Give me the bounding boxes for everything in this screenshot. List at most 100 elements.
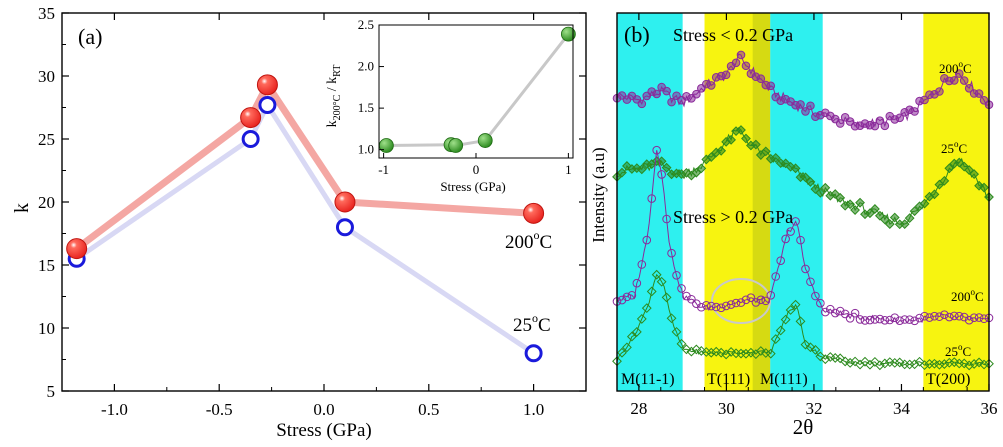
trace-marker: [801, 264, 810, 274]
trace-marker: [964, 165, 975, 175]
trace-marker: [949, 357, 960, 368]
trace-marker: [736, 50, 746, 60]
trace-marker: [959, 161, 970, 172]
trace-marker: [751, 298, 761, 307]
panel-a-ylabel: k: [11, 203, 33, 213]
trace-marker: [622, 292, 632, 302]
trace-marker: [781, 234, 790, 244]
trace-marker: [706, 347, 717, 358]
trace-marker: [651, 269, 662, 280]
trace-marker: [796, 235, 805, 245]
trace-marker: [667, 97, 676, 107]
panel-a-markers: [66, 74, 545, 363]
inset-series-line: [386, 33, 570, 148]
trace-marker: [736, 298, 746, 307]
trace-marker: [741, 61, 751, 71]
trace-marker: [642, 235, 652, 245]
trace-marker: [761, 296, 771, 306]
trace-marker: [790, 163, 801, 174]
trace-marker: [805, 342, 816, 353]
trace-marker: [756, 74, 766, 84]
trace-marker: [875, 314, 885, 324]
trace-marker: [766, 290, 776, 300]
panel-b-label: (b): [624, 22, 650, 47]
trace-marker: [890, 313, 900, 322]
trace-marker: [939, 359, 950, 369]
trace-marker: [949, 311, 959, 321]
trace-marker: [815, 351, 826, 362]
trace-marker: [681, 344, 692, 355]
trace-marker: [631, 327, 642, 337]
trace-marker: [949, 76, 959, 85]
trace-marker: [726, 300, 736, 309]
trace-marker: [662, 86, 671, 96]
trace-marker: [716, 145, 727, 156]
trace-marker: [830, 308, 840, 318]
trace-marker: [766, 81, 776, 91]
trace-marker: [914, 356, 925, 367]
trace-marker: [800, 339, 811, 350]
trace-marker: [687, 294, 696, 304]
trace-marker: [765, 348, 776, 359]
trace-marker: [760, 146, 771, 157]
trace-marker: [870, 204, 880, 214]
trace-marker: [835, 353, 846, 364]
trace-marker: [785, 305, 796, 315]
trace-marker: [820, 182, 831, 193]
trace-marker: [775, 325, 786, 336]
trace-marker: [697, 302, 706, 312]
trace-marker: [894, 357, 905, 368]
trace-marker: [895, 113, 905, 123]
trace-marker: [909, 359, 920, 370]
inset-y-tick-label: 2.0: [358, 59, 374, 74]
trace-marker: [910, 316, 919, 326]
series-label-200c: 200oC: [505, 228, 552, 253]
trace-marker: [850, 205, 860, 215]
trace-marker: [755, 346, 766, 356]
trace-marker: [974, 313, 984, 322]
trace-marker: [945, 312, 954, 322]
trace-marker: [746, 293, 756, 303]
panel-b-frame: [616, 12, 990, 392]
trace-marker: [736, 125, 746, 135]
trace-marker: [840, 309, 850, 319]
trace-marker: [924, 359, 935, 369]
trace-2: [612, 145, 994, 326]
trace-marker: [667, 248, 676, 258]
trace-marker: [875, 116, 885, 125]
point-200c: [240, 107, 262, 129]
trace-marker: [790, 299, 801, 310]
inset-ticks: -1 0 1 1.0 1.5 2.0 2.5: [358, 17, 572, 177]
trace-marker: [820, 354, 831, 365]
trace-marker: [874, 360, 885, 371]
trace-marker: [711, 302, 721, 312]
trace-marker: [770, 152, 781, 163]
x-tick-label: 1.0: [523, 400, 544, 419]
trace-marker: [810, 344, 821, 355]
trace-marker: [646, 286, 657, 297]
trace-marker: [656, 276, 667, 287]
trace-label-200c-bottom: 200oC: [951, 287, 984, 304]
trace-marker: [636, 164, 647, 175]
trace-marker: [681, 167, 692, 178]
trace-marker: [840, 356, 851, 367]
trace-marker: [801, 107, 810, 116]
trace-marker: [850, 308, 860, 318]
trace-marker: [870, 121, 880, 131]
trace-marker: [944, 163, 955, 174]
inset-point: [378, 138, 394, 153]
trace-marker: [919, 360, 930, 371]
trace-marker: [622, 161, 632, 171]
trace-marker: [750, 139, 761, 150]
inset-x-tick-label: -1: [378, 162, 389, 177]
trace-marker: [974, 180, 984, 191]
point-25c: [335, 218, 354, 237]
trace-marker: [731, 58, 741, 68]
b-x-tick-label: 30: [718, 399, 735, 418]
trace-marker: [900, 315, 909, 324]
trace-marker: [786, 227, 795, 236]
peak-label-t111: T(111): [707, 371, 750, 388]
trace-marker: [935, 312, 944, 321]
